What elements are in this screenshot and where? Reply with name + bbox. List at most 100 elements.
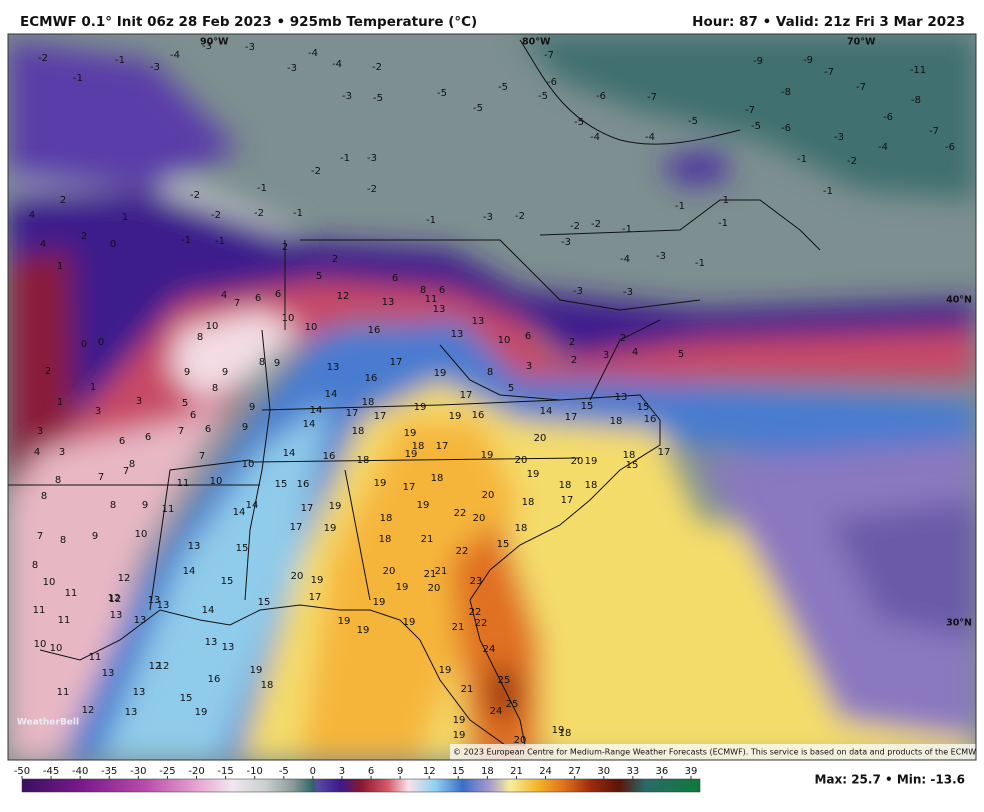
map-value: 16 xyxy=(472,410,485,421)
map-value: 19 xyxy=(195,707,208,718)
colorbar-label: 33 xyxy=(626,766,639,777)
map-value: -1 xyxy=(293,208,303,219)
map-value: 18 xyxy=(261,680,274,691)
map-value: -6 xyxy=(883,112,893,123)
map-value: 17 xyxy=(309,592,322,603)
map-value: -7 xyxy=(824,67,834,78)
map-value: 12 xyxy=(118,573,131,584)
map-value: -2 xyxy=(211,210,221,221)
map-value: 7 xyxy=(234,298,240,309)
map-value: 2 xyxy=(45,366,51,377)
map-value: 13 xyxy=(134,615,147,626)
map-value: 18 xyxy=(357,455,370,466)
colorbar-label: -20 xyxy=(188,766,204,777)
map-value: -3 xyxy=(202,41,212,52)
map-value: 18 xyxy=(559,480,572,491)
map-value: 10 xyxy=(50,643,63,654)
map-value: 17 xyxy=(374,411,387,422)
map-value: 14 xyxy=(202,605,215,616)
map-value: 17 xyxy=(390,357,403,368)
colorbar-label: -25 xyxy=(159,766,175,777)
map-value: 17 xyxy=(460,390,473,401)
map-value: 19 xyxy=(417,500,430,511)
map-value: 17 xyxy=(658,447,671,458)
map-value: -1 xyxy=(718,218,728,229)
map-value: 2 xyxy=(60,195,66,206)
colorbar-label: 21 xyxy=(510,766,523,777)
map-value: 3 xyxy=(136,396,142,407)
map-value: -8 xyxy=(781,87,791,98)
map-value: 11 xyxy=(58,615,71,626)
map-value: 7 xyxy=(37,531,43,542)
map-value: 1 xyxy=(122,212,128,223)
map-value: 19 xyxy=(396,582,409,593)
map-value: -3 xyxy=(656,251,666,262)
map-value: 20 xyxy=(482,490,495,501)
boundaries xyxy=(8,39,821,746)
map-value: -7 xyxy=(647,92,657,103)
map-value: 12 xyxy=(109,594,122,605)
map-value: 25 xyxy=(498,675,511,686)
map-value: 18 xyxy=(610,416,623,427)
colorbar-label: 24 xyxy=(539,766,552,777)
map-value: -4 xyxy=(878,142,888,153)
map-value: 8 xyxy=(110,500,116,511)
map-value: 15 xyxy=(236,543,249,554)
grid-label: 90°W xyxy=(200,37,229,48)
map-value: -3 xyxy=(287,63,297,74)
map-value: 14 xyxy=(233,507,246,518)
map-value: 13 xyxy=(205,637,218,648)
map-value: 4 xyxy=(40,239,46,250)
map-value: 15 xyxy=(626,460,639,471)
map-value: -3 xyxy=(573,286,583,297)
map-value: -8 xyxy=(911,95,921,106)
map-value: 19 xyxy=(311,575,324,586)
map-value: 7 xyxy=(178,426,184,437)
map-value: -3 xyxy=(623,287,633,298)
map-value: 15 xyxy=(637,402,650,413)
map-value: 8 xyxy=(420,285,426,296)
map-value: -4 xyxy=(308,48,318,59)
colorbar-label: -50 xyxy=(14,766,30,777)
map-value: 12 xyxy=(82,705,95,716)
map-value: 12 xyxy=(337,291,350,302)
map-value: 19 xyxy=(405,449,418,460)
map-value: 0 xyxy=(110,239,116,250)
map-value: 18 xyxy=(412,441,425,452)
map-value: 21 xyxy=(421,534,434,545)
map-value: 8 xyxy=(32,560,38,571)
map-value: -5 xyxy=(751,121,761,132)
map-value: 3 xyxy=(526,361,532,372)
map-value: -5 xyxy=(538,91,548,102)
map-value: 14 xyxy=(310,405,323,416)
map-value: 22 xyxy=(475,618,488,629)
map-value: 18 xyxy=(352,426,365,437)
map-value: 18 xyxy=(431,473,444,484)
map-value: 17 xyxy=(436,441,449,452)
colorbar-label: 9 xyxy=(397,766,403,777)
map-value: 19 xyxy=(324,523,337,534)
colorbar-label: 39 xyxy=(685,766,698,777)
map-value: 13 xyxy=(133,687,146,698)
map-value: 0 xyxy=(98,337,104,348)
map-value: 9 xyxy=(184,367,190,378)
map-value: -3 xyxy=(483,212,493,223)
map-value: 13 xyxy=(615,392,628,403)
map-value: 2 xyxy=(282,242,288,253)
map-value: 20 xyxy=(534,433,547,444)
map-value: 10 xyxy=(34,639,47,650)
title: ECMWF 0.1° Init 06z 28 Feb 2023 • 925mb … xyxy=(20,14,477,30)
colorbar-label: 0 xyxy=(310,766,316,777)
map-value: -1 xyxy=(675,201,685,212)
map-value: -4 xyxy=(590,132,600,143)
map-value: 22 xyxy=(454,508,467,519)
map-value: 25 xyxy=(506,699,519,710)
map-value: 18 xyxy=(522,497,535,508)
map-value: 18 xyxy=(380,513,393,524)
map-value: -7 xyxy=(856,82,866,93)
valid-time: Hour: 87 • Valid: 21z Fri 3 Mar 2023 xyxy=(692,14,965,30)
map-value: -3 xyxy=(561,237,571,248)
map-value: 19 xyxy=(453,730,466,741)
map-value: 16 xyxy=(365,373,378,384)
map-value: 2 xyxy=(332,254,338,265)
